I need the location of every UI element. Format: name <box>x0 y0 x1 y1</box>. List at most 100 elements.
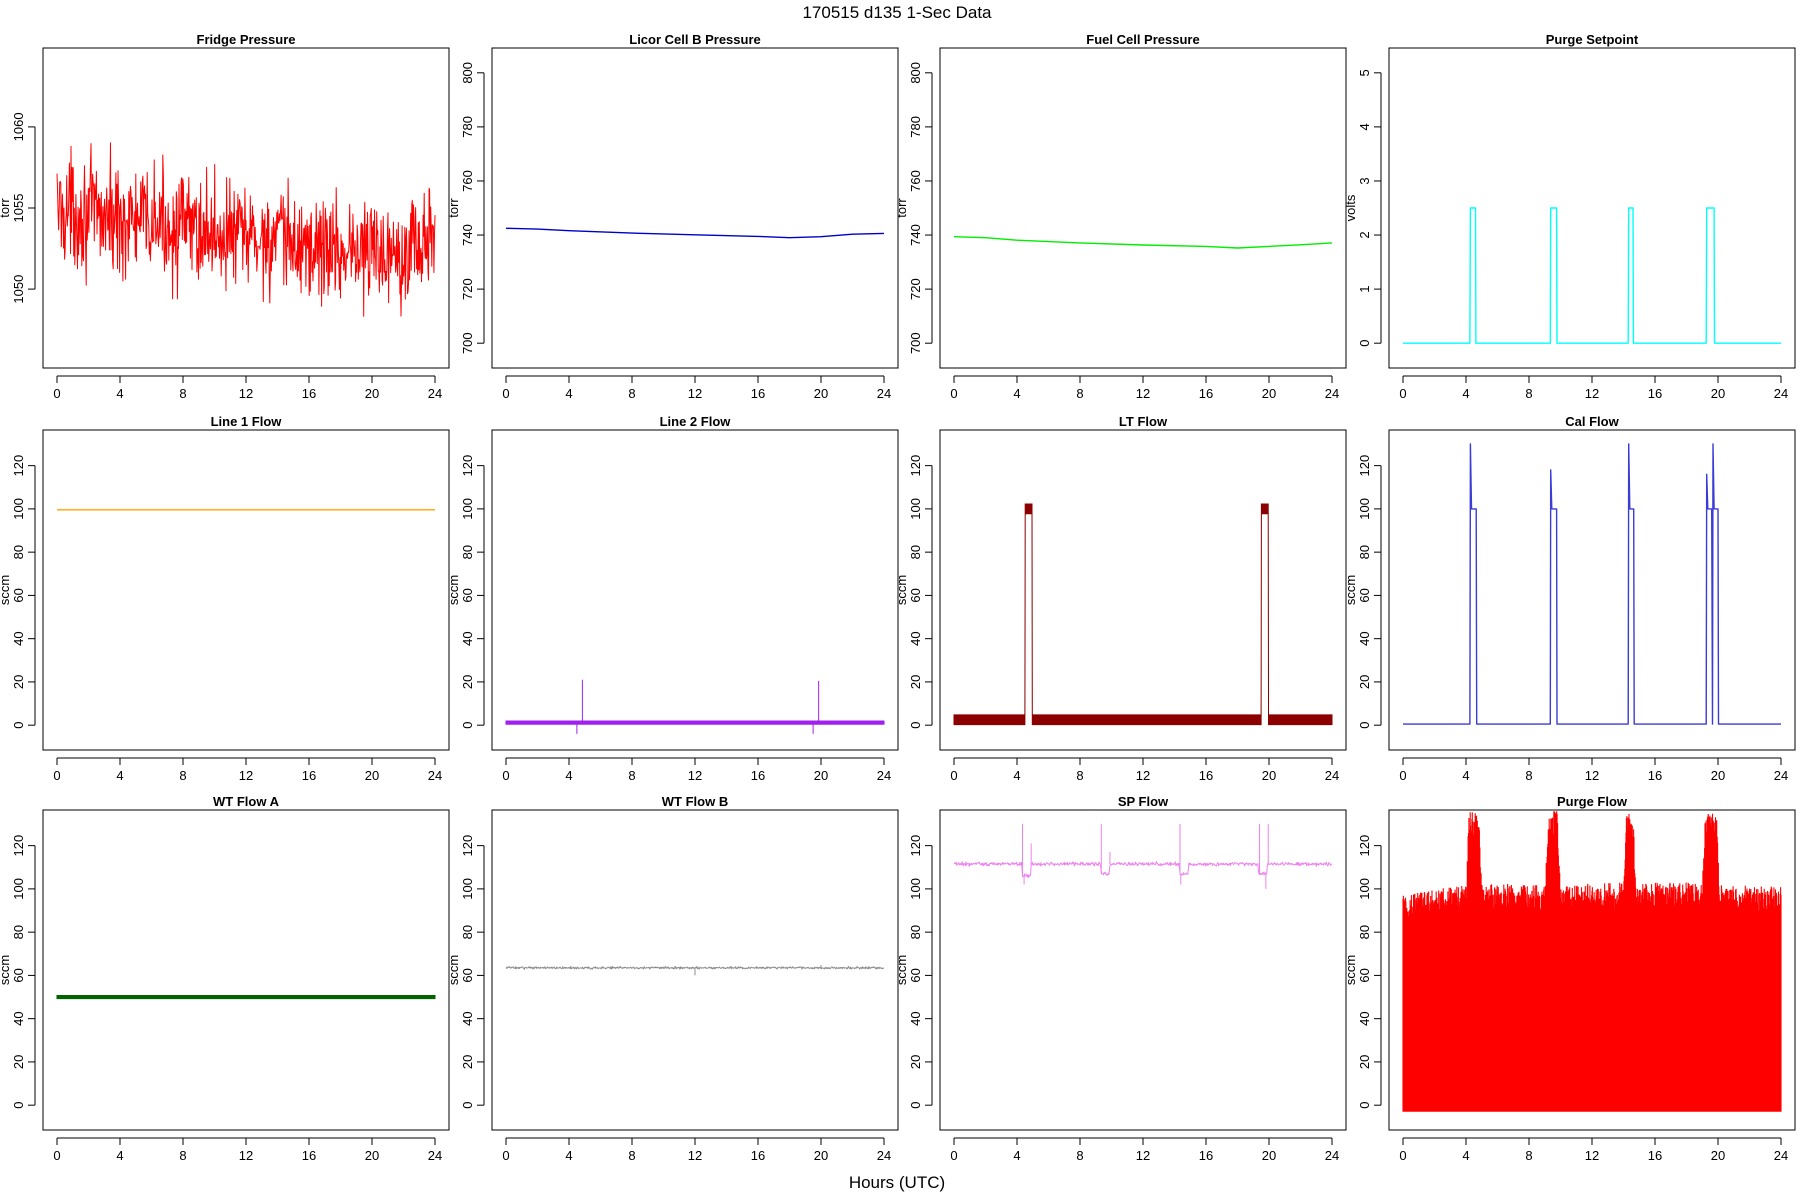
x-tick-label: 8 <box>628 768 635 783</box>
plot-frame <box>42 47 450 369</box>
x-tick-label: 16 <box>1199 768 1213 783</box>
y-tick-label: 100 <box>460 878 475 900</box>
series-line <box>953 861 1333 878</box>
x-tick-label: 24 <box>877 386 891 401</box>
x-tick-label: 24 <box>1325 1148 1339 1163</box>
x-tick-label: 12 <box>1585 1148 1599 1163</box>
x-tick-label: 16 <box>751 768 765 783</box>
panel-title: WT Flow B <box>662 794 728 809</box>
y-tick-label: 60 <box>908 588 923 602</box>
y-tick-label: 80 <box>460 545 475 559</box>
panel: Licor Cell B Pressure 0 4 8 12 16 20 24 700 720 74… <box>446 32 899 401</box>
x-tick-label: 8 <box>1076 768 1083 783</box>
x-tick-label: 24 <box>1774 768 1788 783</box>
y-tick-label: 80 <box>908 545 923 559</box>
x-tick-label: 24 <box>1325 386 1339 401</box>
panel-title: Cal Flow <box>1565 414 1619 429</box>
x-tick-label: 20 <box>814 386 828 401</box>
x-tick-label: 0 <box>502 386 509 401</box>
x-tick-label: 0 <box>1399 386 1406 401</box>
y-tick-label: 100 <box>460 498 475 520</box>
y-axis-label: sccm <box>446 955 461 985</box>
panel-title: Line 1 Flow <box>211 414 283 429</box>
y-tick-label: 20 <box>908 675 923 689</box>
y-tick-label: 60 <box>1357 968 1372 982</box>
y-tick-label: 0 <box>11 722 26 729</box>
x-tick-label: 16 <box>1199 1148 1213 1163</box>
x-tick-label: 20 <box>1262 768 1276 783</box>
x-tick-label: 16 <box>302 768 316 783</box>
y-tick-label: 120 <box>1357 455 1372 477</box>
x-tick-label: 0 <box>53 768 60 783</box>
y-tick-label: 700 <box>460 332 475 354</box>
y-axis-label: torr <box>894 198 909 218</box>
y-tick-label: 760 <box>908 170 923 192</box>
y-axis-label: volts <box>1343 194 1358 221</box>
series-line <box>953 236 1333 249</box>
panel-title: WT Flow A <box>213 794 280 809</box>
x-tick-label: 4 <box>1013 768 1020 783</box>
plot-frame <box>939 809 1347 1131</box>
plot-frame <box>491 47 899 369</box>
series-band <box>505 720 885 725</box>
x-tick-label: 12 <box>239 768 253 783</box>
x-tick-label: 16 <box>1199 386 1213 401</box>
y-axis-label: sccm <box>894 575 909 605</box>
x-tick-label: 16 <box>751 386 765 401</box>
x-tick-label: 4 <box>116 386 123 401</box>
panel: Line 1 Flow 0 4 8 12 16 20 24 0 20 40 60 80 100 120 scc… <box>0 414 450 783</box>
y-tick-label: 100 <box>1357 878 1372 900</box>
panel-title: Purge Flow <box>1557 794 1628 809</box>
x-tick-label: 4 <box>565 386 572 401</box>
series-line <box>1403 207 1781 344</box>
x-tick-label: 4 <box>1013 1148 1020 1163</box>
y-tick-label: 740 <box>460 224 475 246</box>
x-tick-label: 8 <box>1525 386 1532 401</box>
y-tick-label: 40 <box>460 1011 475 1025</box>
y-tick-label: 60 <box>1357 588 1372 602</box>
plot-frame <box>491 429 899 751</box>
x-tick-label: 12 <box>1136 1148 1150 1163</box>
y-tick-label: 20 <box>1357 675 1372 689</box>
y-tick-label: 40 <box>11 631 26 645</box>
x-tick-label: 16 <box>302 386 316 401</box>
x-tick-label: 4 <box>565 768 572 783</box>
x-tick-label: 20 <box>365 1148 379 1163</box>
panel: Line 2 Flow 0 4 8 12 16 20 24 0 20 40 60 80 100 120 scc… <box>446 414 899 783</box>
x-tick-label: 20 <box>365 768 379 783</box>
x-tick-label: 16 <box>751 1148 765 1163</box>
x-tick-label: 8 <box>179 386 186 401</box>
y-tick-label: 5 <box>1357 69 1372 76</box>
y-tick-label: 1055 <box>11 194 26 223</box>
plot-frame <box>1388 429 1796 751</box>
figure-title: 170515 d135 1-Sec Data <box>802 3 992 22</box>
y-tick-label: 60 <box>11 968 26 982</box>
x-tick-label: 12 <box>1136 768 1150 783</box>
panel: SP Flow 0 4 8 12 16 20 24 0 20 40 60 80 100 120 sccm <box>894 794 1347 1163</box>
y-tick-label: 120 <box>460 455 475 477</box>
y-tick-label: 40 <box>1357 631 1372 645</box>
plot-frame <box>42 429 450 751</box>
y-tick-label: 780 <box>908 116 923 138</box>
y-tick-label: 120 <box>908 455 923 477</box>
x-tick-label: 24 <box>428 1148 442 1163</box>
x-tick-label: 20 <box>1711 768 1725 783</box>
x-tick-label: 8 <box>1076 1148 1083 1163</box>
y-tick-label: 60 <box>908 968 923 982</box>
x-tick-label: 0 <box>53 1148 60 1163</box>
x-tick-label: 20 <box>1711 386 1725 401</box>
y-tick-label: 120 <box>908 835 923 857</box>
x-tick-label: 16 <box>1648 1148 1662 1163</box>
x-tick-label: 0 <box>1399 768 1406 783</box>
x-tick-label: 12 <box>688 1148 702 1163</box>
x-tick-label: 12 <box>239 1148 253 1163</box>
y-tick-label: 60 <box>11 588 26 602</box>
y-tick-label: 20 <box>11 675 26 689</box>
y-tick-label: 0 <box>1357 722 1372 729</box>
plot-frame <box>1388 47 1796 369</box>
y-tick-label: 0 <box>908 1102 923 1109</box>
y-tick-label: 3 <box>1357 177 1372 184</box>
x-tick-label: 4 <box>116 768 123 783</box>
